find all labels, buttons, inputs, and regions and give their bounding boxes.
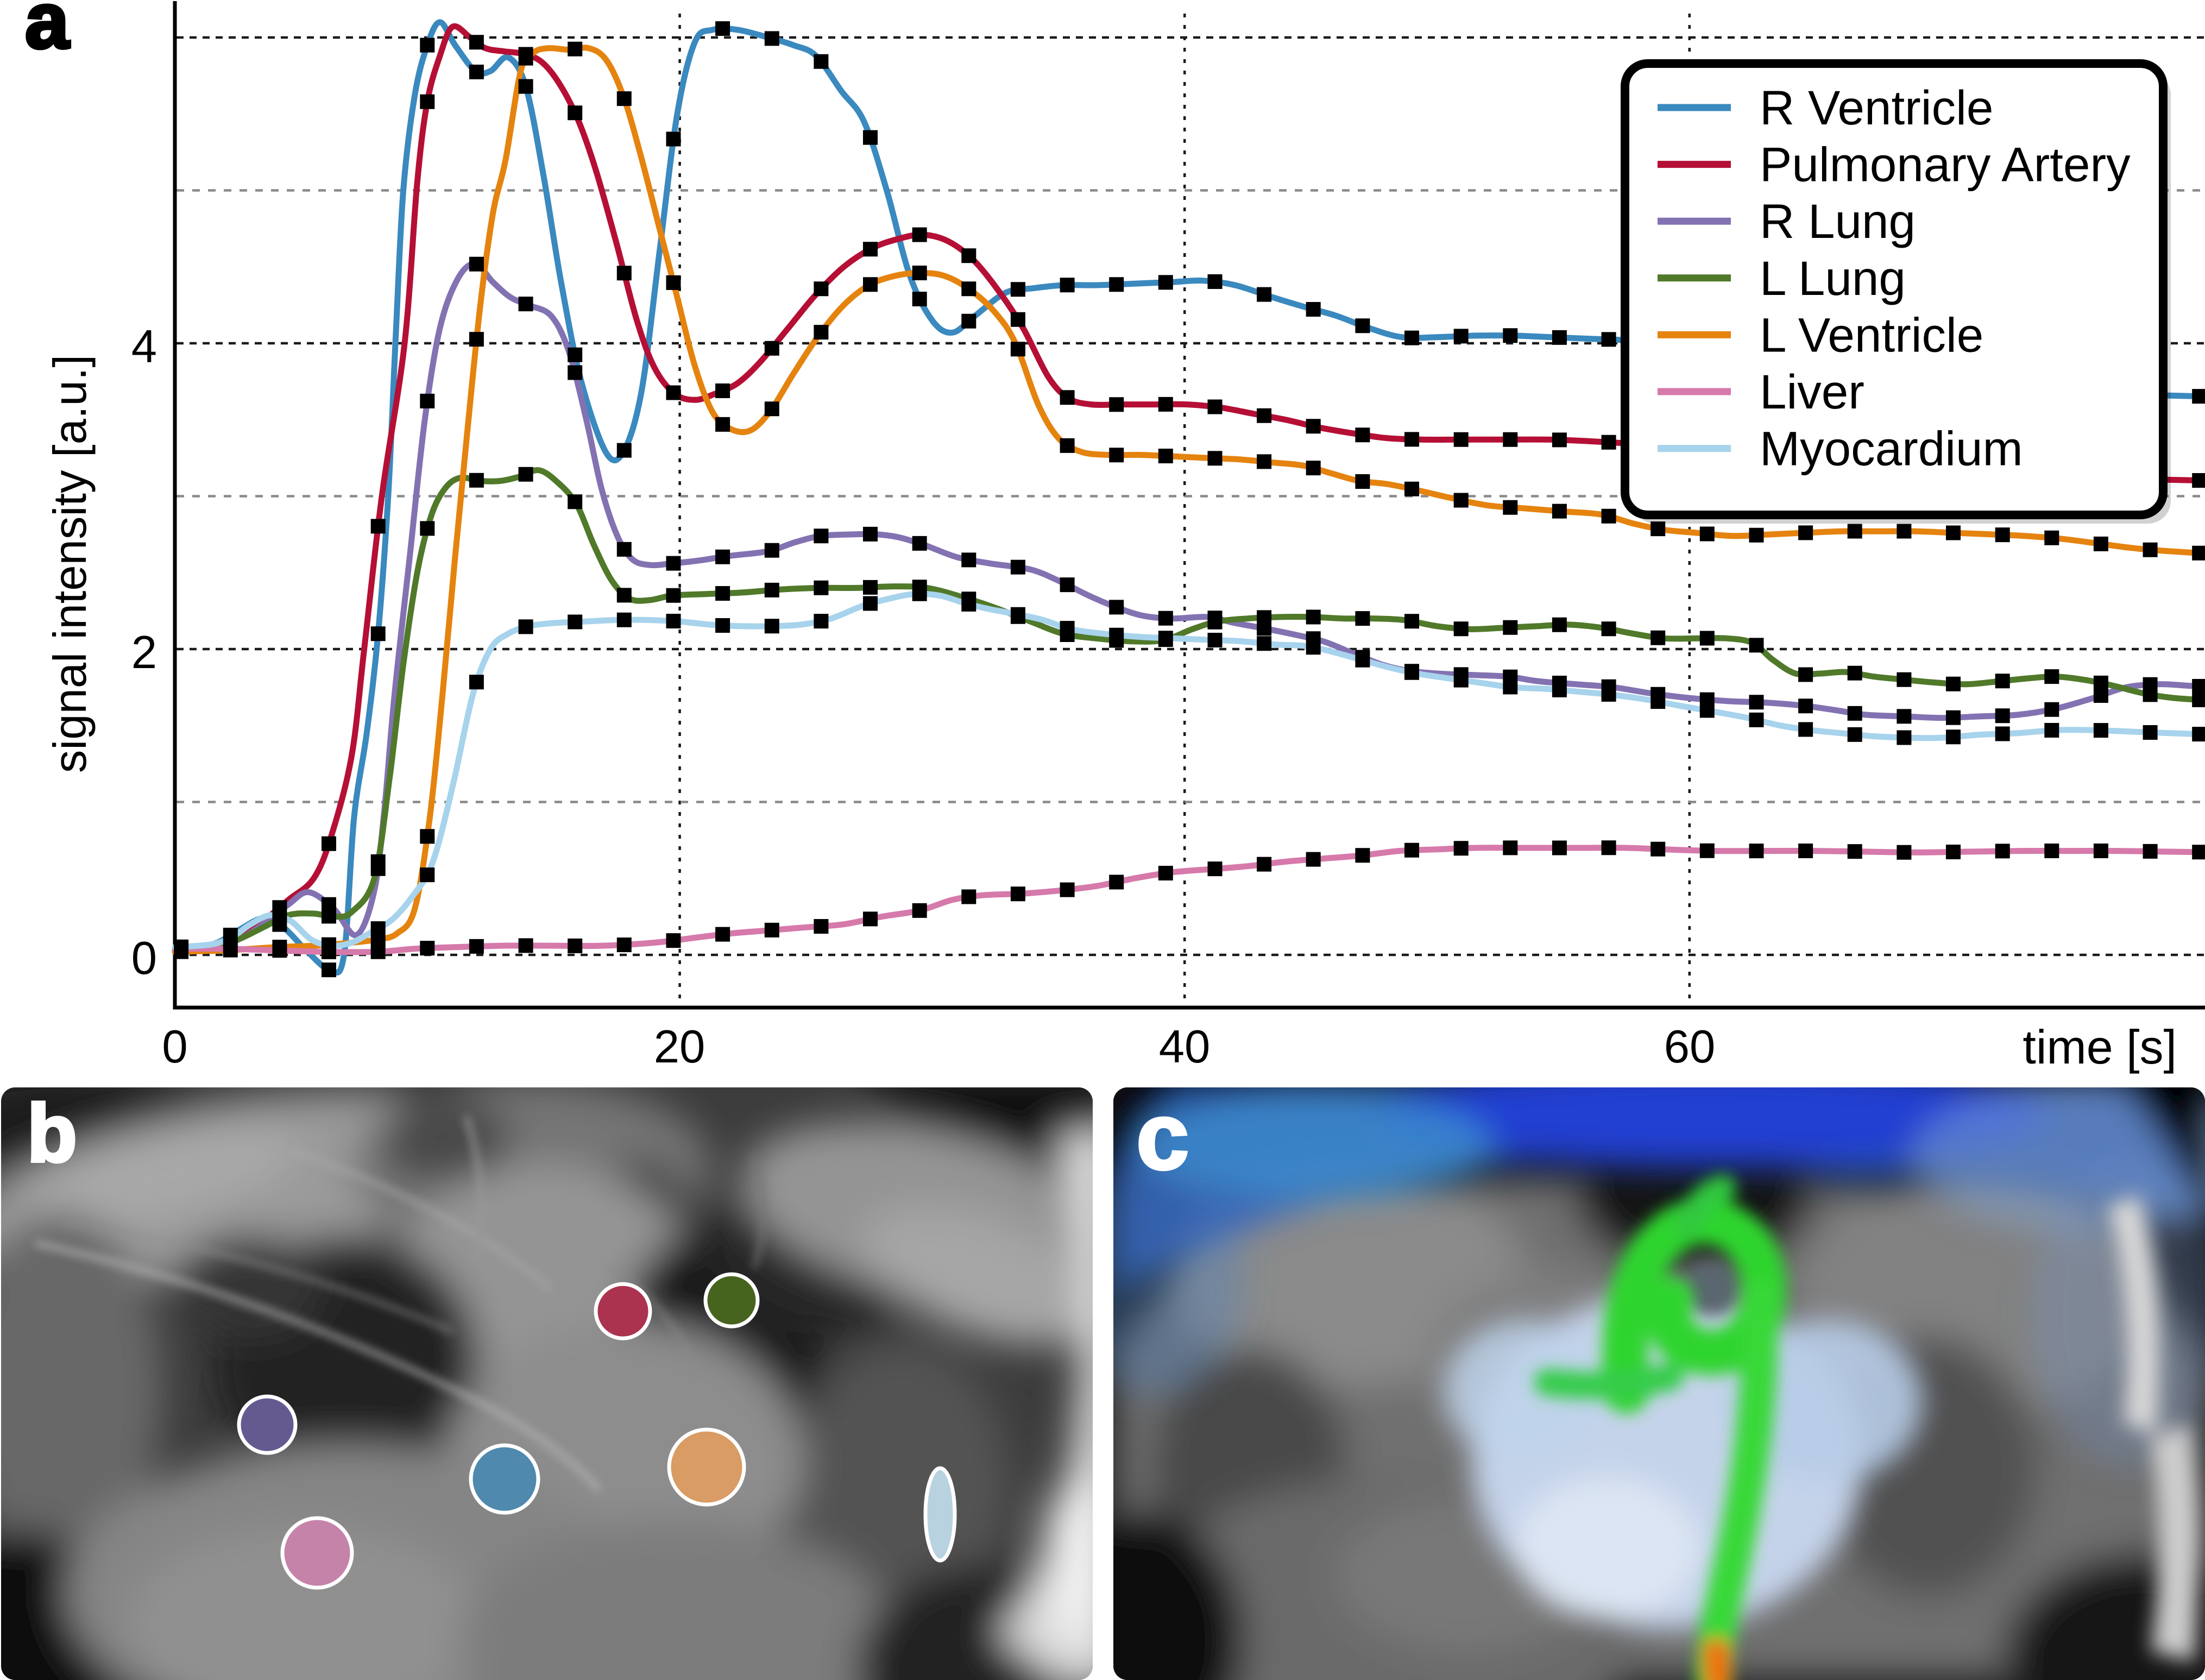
svg-text:time [s]: time [s] [2023,1020,2177,1074]
svg-text:R Lung: R Lung [1760,194,1916,248]
svg-text:a: a [25,0,70,65]
svg-text:L Ventricle: L Ventricle [1760,307,1983,362]
svg-text:R Ventricle: R Ventricle [1760,80,1993,135]
svg-text:60: 60 [1664,1021,1716,1073]
svg-text:Pulmonary Artery: Pulmonary Artery [1760,137,2131,192]
svg-text:signal intensity [a.u.]: signal intensity [a.u.] [45,355,96,773]
svg-text:40: 40 [1159,1021,1211,1073]
svg-text:L Lung: L Lung [1760,251,1906,305]
svg-text:2: 2 [131,627,157,678]
svg-text:0: 0 [162,1021,187,1073]
svg-text:4: 4 [131,321,157,373]
svg-text:b: b [27,1087,77,1179]
svg-text:20: 20 [654,1021,705,1073]
svg-text:c: c [1136,1084,1189,1190]
svg-text:0: 0 [131,933,157,984]
svg-text:Myocardium: Myocardium [1760,421,2023,476]
svg-text:Liver: Liver [1760,364,1864,419]
